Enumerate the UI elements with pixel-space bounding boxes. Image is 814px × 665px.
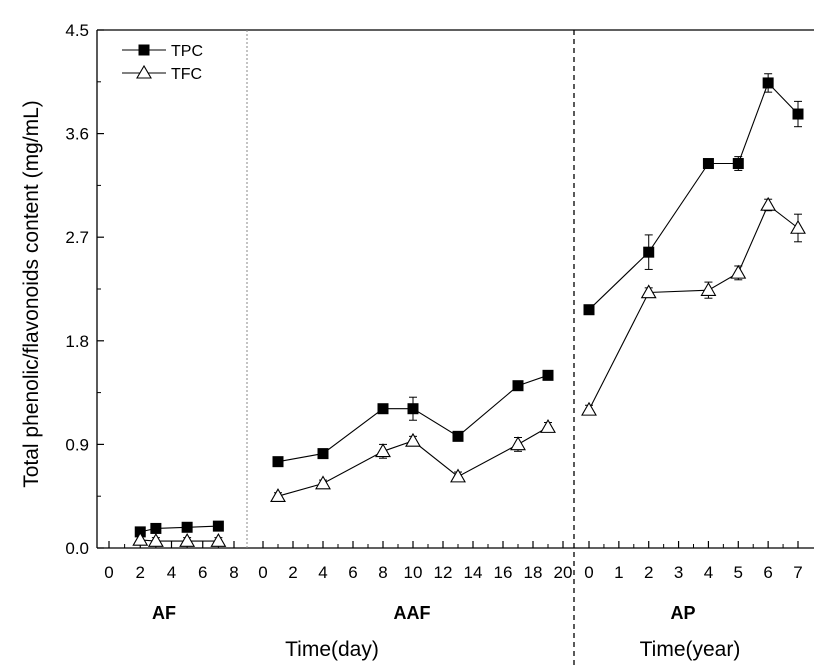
tfc-point (147, 532, 164, 547)
x-tick-label: 6 (763, 563, 772, 582)
tpc-point (762, 77, 774, 89)
x-tick-label: 4 (167, 563, 176, 582)
tpc-point (181, 521, 193, 533)
tpc-point (452, 430, 464, 442)
x-tick-label: 2 (288, 563, 297, 582)
y-tick-label: 0.0 (65, 539, 89, 558)
tfc-point (510, 436, 526, 451)
series-line-tpc-ap (588, 81, 799, 311)
x-tick-label: 3 (674, 563, 683, 582)
x-tick-label: 6 (348, 563, 357, 582)
tpc-point (512, 380, 524, 392)
tfc-point (700, 282, 717, 296)
tpc-point (212, 520, 224, 532)
tfc-point (179, 532, 196, 547)
legend-label-tpc: TPC (171, 43, 203, 60)
x-tick-label: 18 (524, 563, 543, 582)
x-tick-label: 5 (734, 563, 743, 582)
tpc-point (377, 403, 389, 415)
x-tick-label: 16 (494, 563, 513, 582)
tfc-point (405, 432, 421, 447)
y-axis-title: Total phenolic/flavonoids content (mg/mL… (20, 100, 43, 488)
y-tick-label: 4.5 (65, 21, 89, 40)
x-tick-label: 0 (584, 563, 593, 582)
x-axis-title-year: Time(year) (640, 638, 741, 661)
x-tick-label: 0 (104, 563, 113, 582)
x-tick-label: 8 (378, 563, 387, 582)
panel-label-aaf: AAF (394, 603, 431, 623)
tpc-point (407, 403, 419, 415)
panel-label-af: AF (152, 603, 176, 623)
tpc-point (583, 304, 595, 316)
tpc-point (150, 522, 162, 534)
panel-label-ap: AP (670, 603, 695, 623)
tpc-point (542, 369, 554, 381)
x-tick-label: 8 (229, 563, 238, 582)
tfc-point (270, 488, 286, 503)
y-tick-label: 0.9 (65, 435, 89, 454)
x-tick-label: 1 (614, 563, 623, 582)
legend-marker-tpc (138, 44, 150, 56)
tfc-point (790, 219, 806, 234)
legend-marker-tfc (136, 64, 152, 79)
x-tick-label: 6 (198, 563, 207, 582)
series-line-tfc-ap (588, 204, 799, 411)
x-tick-label: 4 (318, 563, 327, 582)
tpc-point (317, 448, 329, 460)
tfc-point (581, 401, 597, 416)
series-line-tfc-af (140, 539, 219, 542)
x-tick-label: 2 (644, 563, 653, 582)
x-tick-label: 7 (793, 563, 802, 582)
tfc-point (730, 264, 747, 279)
tpc-point (702, 158, 714, 170)
y-tick-label: 2.7 (65, 228, 89, 247)
tpc-point (272, 456, 284, 468)
x-tick-label: 0 (258, 563, 267, 582)
tfc-point (375, 443, 391, 458)
tfc-point (760, 196, 777, 211)
x-axis-title-day: Time(day) (285, 638, 379, 661)
tfc-point (540, 419, 556, 433)
legend-label-tfc: TFC (171, 66, 202, 83)
y-tick-label: 1.8 (65, 332, 89, 351)
tfc-point (315, 475, 331, 490)
tpc-point (643, 246, 655, 258)
series-line-tpc-af (140, 525, 219, 533)
x-tick-label: 2 (136, 563, 145, 582)
tpc-point (732, 158, 744, 170)
x-tick-label: 14 (464, 563, 483, 582)
x-tick-label: 12 (434, 563, 453, 582)
legend: TPC TFC (122, 43, 203, 83)
tfc-point (640, 284, 657, 299)
x-tick-label: 4 (704, 563, 713, 582)
tfc-point (450, 468, 466, 483)
x-tick-label: 20 (554, 563, 573, 582)
x-tick-label: 10 (404, 563, 423, 582)
tfc-point (210, 532, 227, 547)
tpc-point (792, 108, 804, 120)
tfc-point (132, 531, 149, 546)
y-tick-label: 3.6 (65, 125, 89, 144)
